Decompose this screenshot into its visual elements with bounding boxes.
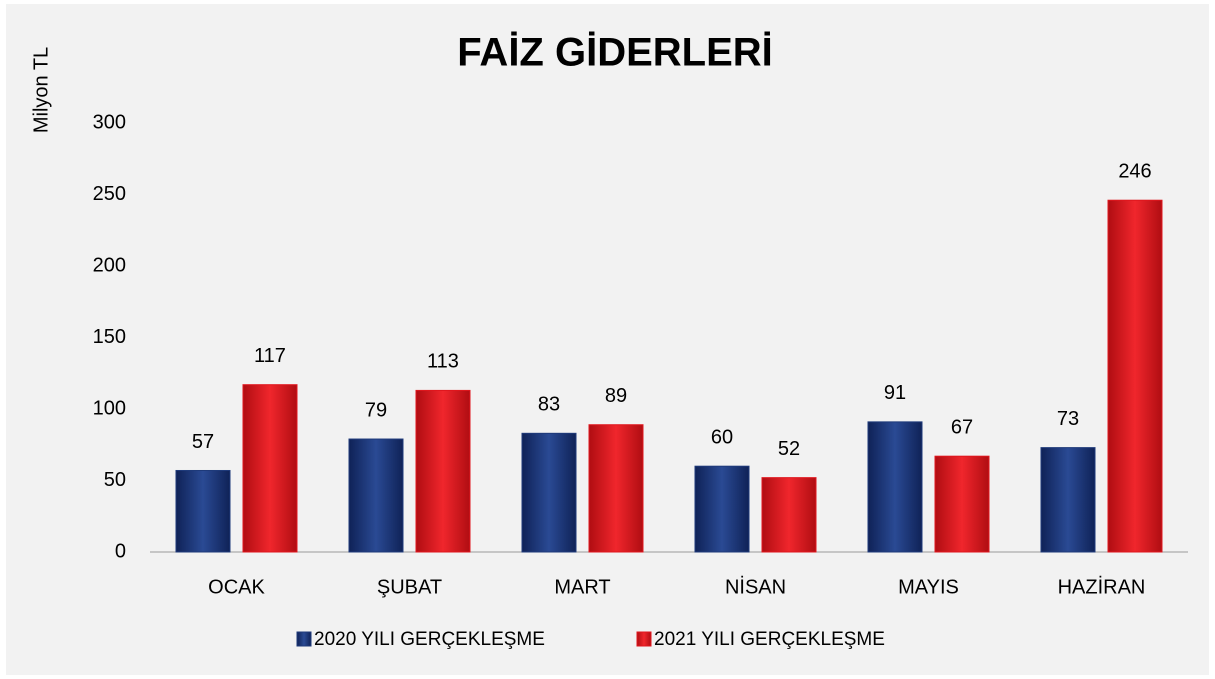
y-tick-label: 250 — [93, 183, 126, 205]
bar — [934, 455, 990, 553]
x-tick-label: MART — [554, 576, 610, 598]
bar — [1040, 447, 1096, 553]
bar — [588, 424, 644, 553]
bar — [348, 438, 404, 553]
y-tick-label: 100 — [93, 397, 126, 419]
y-tick-label: 150 — [93, 326, 126, 348]
bar — [521, 432, 577, 553]
legend-label: 2020 YILI GERÇEKLEŞME — [314, 629, 545, 650]
y-tick-label: 50 — [104, 469, 126, 491]
chart-title: FAİZ GİDERLERİ — [457, 31, 773, 75]
data-label: 67 — [951, 416, 973, 438]
x-tick-label: ŞUBAT — [377, 576, 442, 598]
legend-swatch — [636, 631, 652, 647]
bar — [415, 389, 471, 553]
bar — [867, 421, 923, 553]
x-tick-label: NİSAN — [725, 575, 786, 598]
data-label: 73 — [1057, 408, 1079, 430]
data-label: 79 — [365, 399, 387, 421]
legend-swatch — [296, 631, 312, 647]
data-label: 91 — [884, 382, 906, 404]
y-axis-label: Milyon TL — [30, 47, 52, 133]
y-tick-label: 200 — [93, 254, 126, 276]
data-label: 60 — [711, 426, 733, 448]
x-tick-label: MAYIS — [898, 576, 959, 598]
bar — [761, 477, 817, 553]
x-tick-label: OCAK — [208, 576, 265, 598]
y-tick-label: 0 — [115, 540, 126, 562]
bar — [694, 465, 750, 553]
legend-label: 2021 YILI GERÇEKLEŞME — [654, 629, 885, 650]
data-label: 52 — [778, 438, 800, 460]
data-label: 89 — [605, 385, 627, 407]
data-label: 57 — [192, 431, 214, 453]
bar — [1107, 199, 1163, 553]
bar — [175, 469, 231, 553]
data-label: 246 — [1118, 161, 1151, 183]
bar — [242, 384, 298, 553]
background — [6, 4, 1209, 675]
data-label: 113 — [427, 351, 459, 373]
y-tick-label: 300 — [93, 111, 126, 133]
data-label: 83 — [538, 394, 560, 416]
x-tick-label: HAZİRAN — [1058, 575, 1146, 598]
data-label: 117 — [254, 345, 286, 367]
